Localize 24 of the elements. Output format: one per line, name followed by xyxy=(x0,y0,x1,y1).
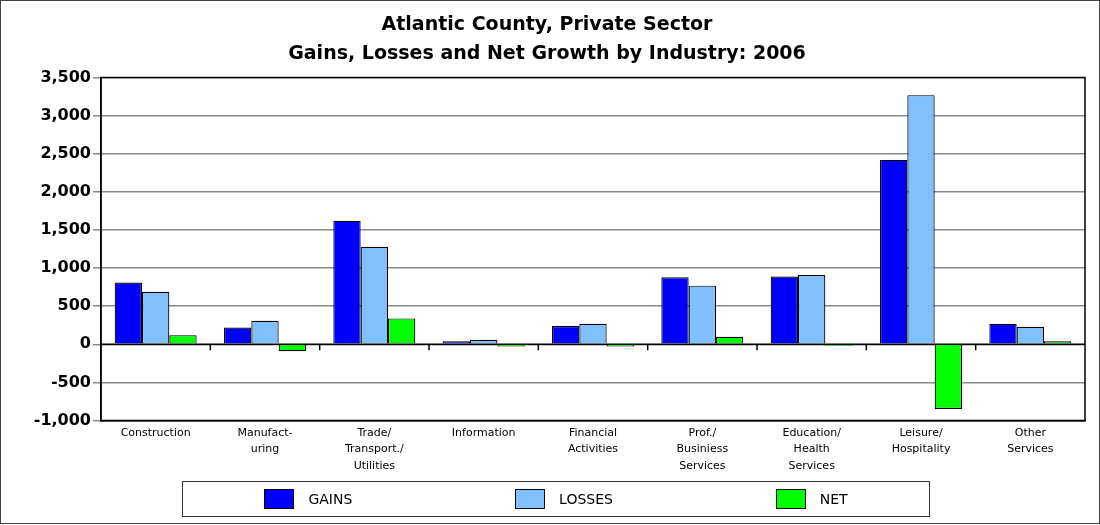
chart-subtitle: Gains, Losses and Net Growth by Industry: 2006 xyxy=(288,41,806,64)
legend-label: GAINS xyxy=(308,491,353,507)
x-tick-label: Leisure/ Hospitality xyxy=(891,425,951,456)
y-tick-label: -1,000 xyxy=(33,409,91,429)
y-tick-label: 500 xyxy=(57,295,91,315)
y-tick-label: 0 xyxy=(79,333,91,353)
y-tick-label: 3,000 xyxy=(40,104,91,124)
y-tick-label: 1,000 xyxy=(40,257,91,277)
x-tick-label: Financial Activities xyxy=(567,425,619,456)
y-tick-label: 2,000 xyxy=(40,181,91,201)
x-tick-label: Prof./ Businiess Services xyxy=(676,425,729,472)
x-tick-label: Information xyxy=(451,425,516,439)
legend-label: LOSSES xyxy=(559,491,613,507)
chart-title: Atlantic County, Private Sector xyxy=(381,12,714,35)
x-tick-label: Other Services xyxy=(1007,425,1054,456)
legend-label: NET xyxy=(819,491,848,507)
x-tick-label: Manufact-uring xyxy=(237,425,293,456)
x-tick-label: Construction xyxy=(120,425,191,439)
y-tick-label: 1,500 xyxy=(40,219,91,239)
y-tick-label: 3,500 xyxy=(40,66,91,86)
y-tick-label: -500 xyxy=(50,371,91,391)
x-tick-label: Trade/ Transport./ Utilities xyxy=(343,425,405,472)
y-tick-label: 2,500 xyxy=(40,142,91,162)
x-tick-label: Education/ Health Services xyxy=(782,425,842,472)
